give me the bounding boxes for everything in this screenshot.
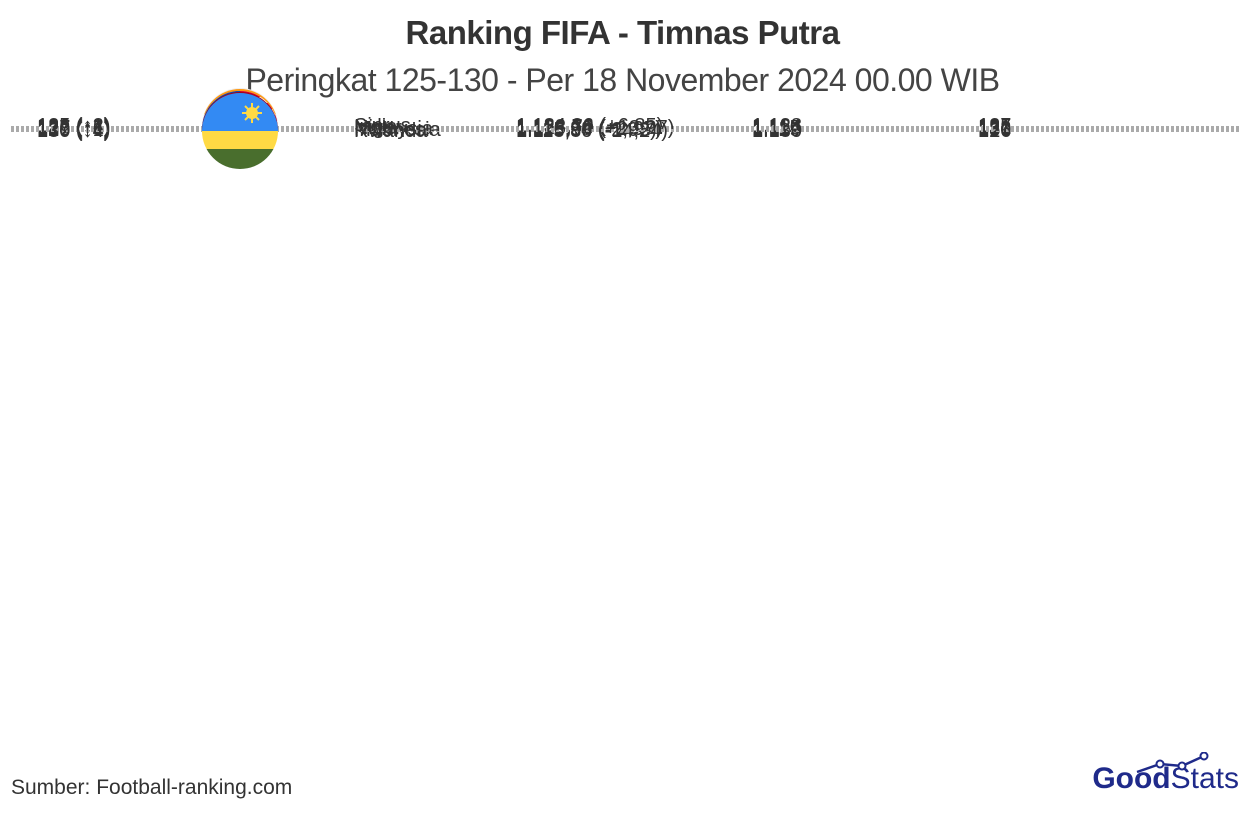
prev-rank: 131 [978, 116, 1012, 139]
rank: 128 (↑5) [37, 117, 111, 140]
chart-subtitle: Peringkat 125-130 - Per 18 November 2024… [245, 62, 1000, 98]
points: 1.133,78 [516, 115, 594, 138]
ranking-table: Peringkat Bendera Negara Poin Poin (sebe… [11, 88, 1239, 169]
prev-points: 1.130 [752, 119, 803, 142]
rwanda-flag-icon [202, 93, 278, 169]
country: Malaysia [354, 117, 433, 140]
prev-rank: 133 [978, 117, 1012, 140]
chart-title: Ranking FIFA - Timnas Putra [405, 14, 840, 51]
points: 1.116,89 (+2,97) [516, 117, 662, 140]
prev-rank: 126 [978, 119, 1012, 142]
rank: 130 (↓4) [37, 119, 111, 142]
source-note: Sumber: Football-ranking.com [11, 776, 293, 799]
table-row: 130 (↓4) Rwanda 1.115,80 (-14,24) 1.130 … [11, 93, 1239, 169]
prev-rank: 125 [978, 115, 1012, 138]
country: Niger [354, 116, 402, 139]
rank: 127 (↑4) [37, 116, 111, 139]
points: 1.128,70 (+13,97) [516, 116, 675, 139]
prev-points: 1.115 [752, 116, 801, 139]
points: 1.115,80 (-14,24) [516, 119, 668, 142]
rank: 126 (↓1) [37, 115, 111, 138]
prev-points: 1.114 [752, 117, 801, 140]
country: Rwanda [354, 119, 428, 142]
prev-points: 1.134 [752, 115, 803, 138]
country: Indonesia [354, 118, 441, 141]
rank: 129 (↑1) [37, 118, 111, 141]
points: 1.115,94 (-2,93) [516, 118, 657, 141]
prev-points: 1.119 [752, 118, 801, 141]
goodstats-logo: GoodStats [1092, 752, 1239, 796]
prev-rank: 130 [978, 118, 1012, 141]
trend-line-icon [1136, 752, 1209, 774]
country: India [354, 115, 398, 138]
